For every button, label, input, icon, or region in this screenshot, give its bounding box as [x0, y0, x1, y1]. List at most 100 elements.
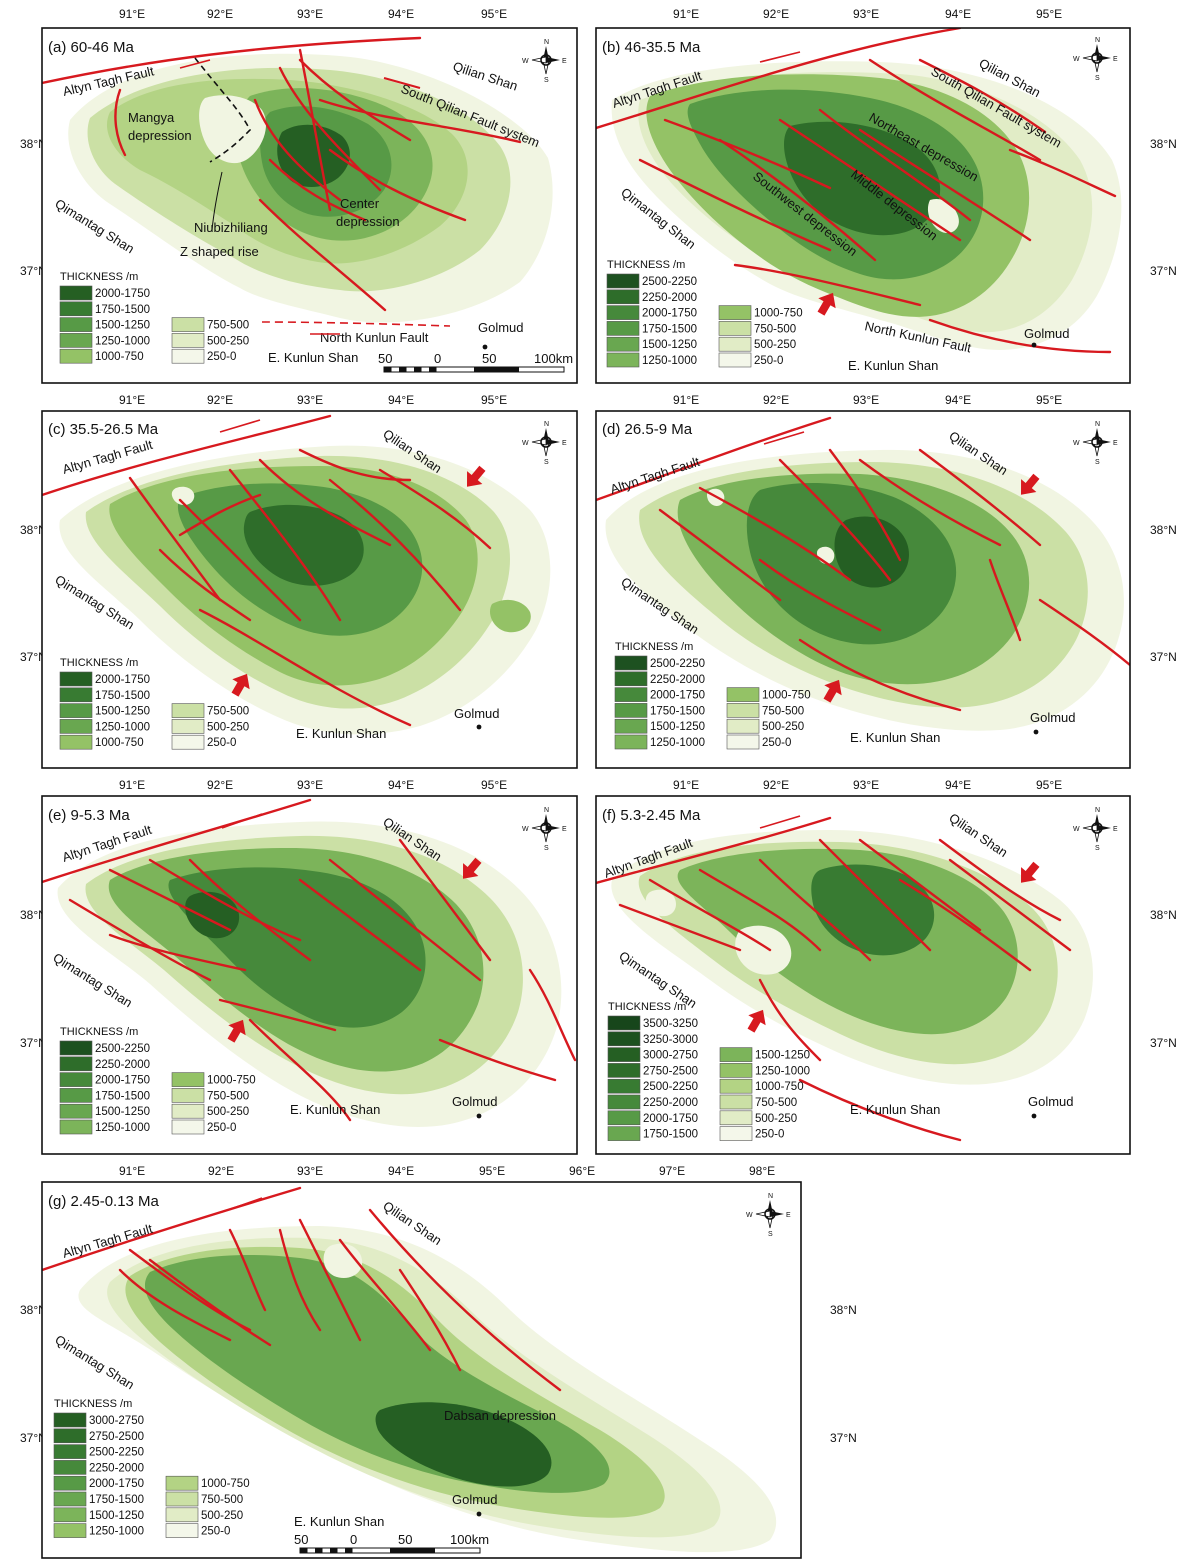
- golmud-label: Golmud: [452, 1094, 498, 1109]
- kunlun-label: E. Kunlun Shan: [850, 1102, 940, 1117]
- legend-label: 750-500: [207, 320, 249, 332]
- compass-ring: [1091, 52, 1103, 64]
- fault-line: [928, 318, 1112, 354]
- niubi-1-label: Niubizhiliang: [194, 220, 268, 235]
- compass-e-label: E: [1113, 826, 1118, 833]
- longitude-tick-label: 95°E: [1036, 7, 1062, 21]
- longitude-tick-label: 97°E: [659, 1164, 685, 1178]
- panel-a: 91°E 92°E 93°E 94°E 95°E 38°N 37°N (a) 60-46 Ma…: [20, 7, 578, 384]
- fault-line: [918, 448, 1042, 547]
- fault-line: [338, 1238, 432, 1352]
- compass-needle-e: [546, 439, 560, 445]
- fault-line: [898, 878, 1032, 972]
- legend-swatch: [59, 348, 93, 364]
- panel-title: (d) 26.5-9 Ma: [602, 421, 693, 438]
- compression-arrow-icon: [747, 1009, 766, 1033]
- legend-swatch: [59, 317, 93, 332]
- legend-label: 2000-1750: [89, 1478, 144, 1490]
- legend-title: THICKNESS /m: [60, 657, 138, 669]
- fault-line: [328, 858, 482, 982]
- fault-line: [148, 858, 302, 942]
- legend-label: 2500-2250: [642, 276, 697, 288]
- scale-label: 0: [434, 351, 441, 366]
- mangya-2-label: depression: [128, 128, 192, 143]
- compass-icon: N S E W: [522, 421, 567, 466]
- latitude-label-37: 37°N: [20, 264, 47, 278]
- compass-needle-w: [531, 824, 547, 832]
- compass-icon: N S E W: [1073, 421, 1118, 466]
- panel-f: 91°E 92°E 93°E 94°E 95°E 38°N 37°N (f) 5.3-2.45…: [595, 778, 1177, 1155]
- thickness-legend: THICKNESS /m 2000-1750 1750-1500 1500-1250 1…: [59, 271, 249, 364]
- legend-label: 250-0: [207, 351, 236, 363]
- panel-frame: [595, 27, 1131, 384]
- longitude-tick-label: 92°E: [208, 1164, 234, 1178]
- compass-e-label: E: [562, 58, 567, 65]
- legend-swatch: [606, 305, 640, 320]
- thickness-map: [42, 411, 577, 768]
- panel-frame: [595, 410, 1131, 769]
- legend-label: 2000-1750: [642, 308, 697, 320]
- legend-swatch: [59, 1040, 93, 1056]
- scale-label: 100km: [450, 1532, 489, 1547]
- legend-label: 1250-1000: [642, 355, 697, 367]
- legend-swatch: [53, 1475, 87, 1491]
- legend-label: 250-0: [207, 1122, 236, 1134]
- golmud-label: Golmud: [1028, 1094, 1074, 1109]
- longitude-tick-label: 93°E: [297, 7, 323, 21]
- legend-swatch: [718, 352, 752, 368]
- latitude-label-38: 38°N: [1150, 523, 1177, 537]
- legend-label: 500-250: [207, 335, 249, 347]
- fault-line: [42, 36, 422, 85]
- longitude-tick-label: 95°E: [481, 393, 507, 407]
- thickness-contour: [199, 95, 267, 164]
- arrow-shape: [817, 292, 836, 316]
- compass-needle-n: [1094, 814, 1100, 828]
- longitude-tick-label: 92°E: [763, 778, 789, 792]
- legend-swatch: [606, 289, 640, 305]
- legend-label: 2250-2000: [650, 674, 705, 686]
- compass-needle-e: [546, 57, 560, 63]
- legend-label: 1250-1000: [650, 737, 705, 749]
- legend-swatch: [59, 333, 93, 348]
- fault-line: [663, 118, 832, 190]
- scale-bar: 50 0 50 100km: [294, 1532, 489, 1554]
- legend-swatch: [719, 1063, 753, 1078]
- legend-label: 250-0: [755, 1129, 784, 1141]
- legend-swatch: [607, 1047, 641, 1062]
- legend-swatch: [607, 1094, 641, 1110]
- compass-needle-n: [767, 1200, 773, 1214]
- golmud-label: Golmud: [454, 706, 500, 721]
- legend-title: THICKNESS /m: [60, 1026, 138, 1038]
- scale-bar: 50 0 50 100km: [378, 351, 573, 373]
- golmud-marker: [1031, 1113, 1037, 1119]
- scale-bar-segment: [429, 367, 437, 372]
- legend-swatch: [59, 1056, 93, 1072]
- legend-label: 1250-1000: [755, 1065, 810, 1077]
- fault-line: [268, 158, 367, 222]
- fault-line: [398, 1268, 462, 1372]
- compass-e-label: E: [562, 826, 567, 833]
- arrow-shape: [231, 673, 250, 697]
- legend-label: 2000-1750: [643, 1113, 698, 1125]
- arrow-shape: [463, 857, 482, 879]
- compass-needle-w: [1082, 54, 1098, 62]
- legend-swatch: [718, 321, 752, 336]
- longitude-tick-label: 91°E: [673, 7, 699, 21]
- longitude-tick-label: 91°E: [119, 7, 145, 21]
- latitude-label-37: 37°N: [1150, 264, 1177, 278]
- thickness-legend: THICKNESS /m 2000-1750 1750-1500 1500-1250 1…: [59, 657, 249, 750]
- arrow-shape: [1021, 861, 1040, 883]
- compression-arrow-icon: [227, 1019, 246, 1043]
- thickness-legend: THICKNESS /m 2500-2250 2250-2000 2000-1750 1…: [614, 641, 811, 750]
- legend-label: 750-500: [201, 1494, 243, 1506]
- compass-ring: [1091, 436, 1103, 448]
- fault-line: [648, 878, 772, 952]
- legend-swatch: [607, 1063, 641, 1078]
- legend-swatch: [171, 348, 205, 364]
- legend-swatch: [171, 1119, 205, 1135]
- compass-needle-w: [1082, 824, 1098, 832]
- latitude-label-37: 37°N: [20, 650, 47, 664]
- kunlun-label: E. Kunlun Shan: [850, 730, 940, 745]
- legend-swatch: [165, 1523, 199, 1538]
- legend-label: 500-250: [755, 1113, 797, 1125]
